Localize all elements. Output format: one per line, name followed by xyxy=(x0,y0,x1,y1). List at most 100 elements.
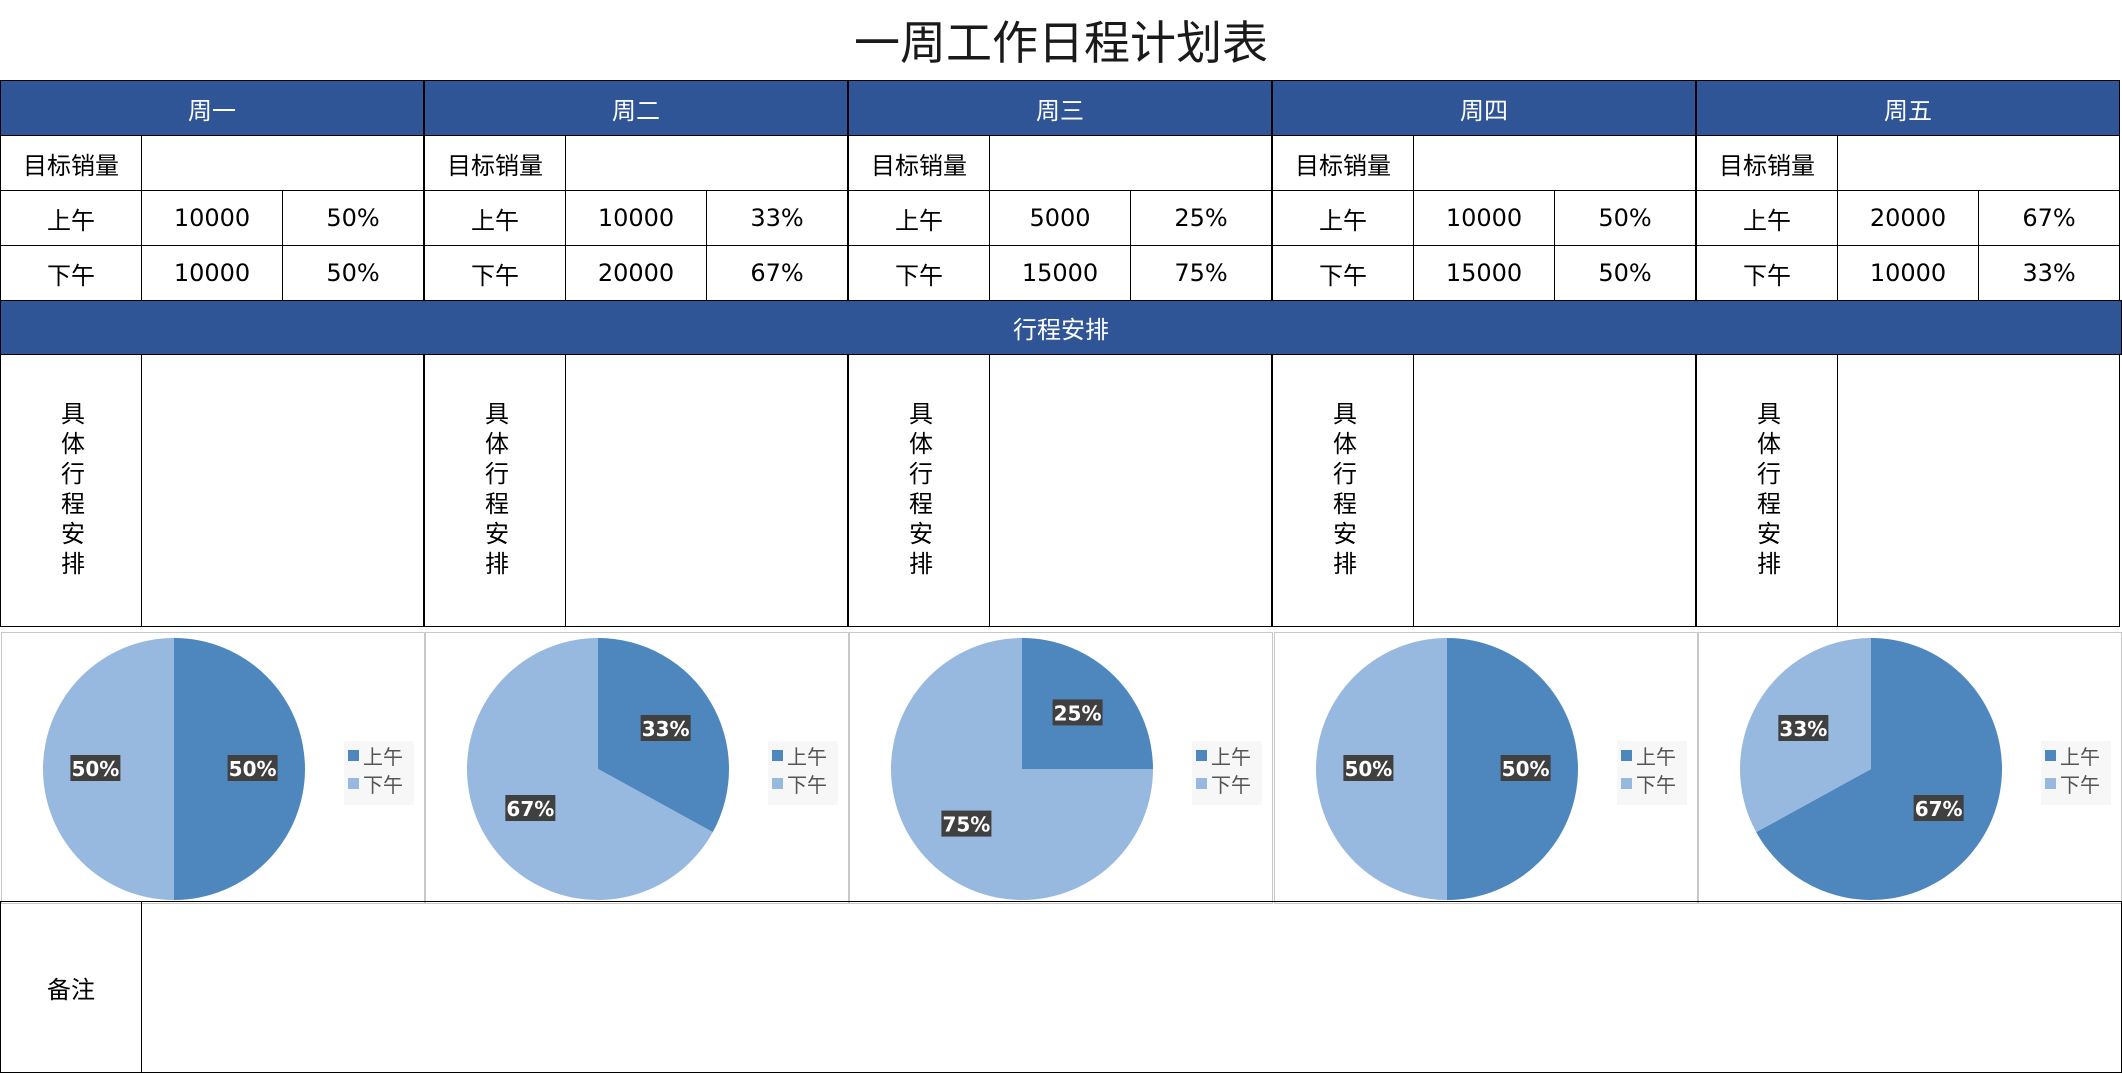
legend-item: 上午 xyxy=(768,741,838,769)
am-label: 上午 xyxy=(1272,190,1414,246)
data-label-bg xyxy=(505,795,556,822)
pm-value[interactable]: 10000 xyxy=(141,245,283,301)
legend-swatch xyxy=(2045,777,2056,789)
day-header: 周三 xyxy=(848,80,1272,136)
data-label: 50% xyxy=(1344,757,1392,781)
target-label: 目标销量 xyxy=(1696,135,1838,191)
schedule-label: 具体行程安排 xyxy=(0,354,142,627)
data-label-bg xyxy=(70,755,121,781)
legend-swatch xyxy=(1621,777,1632,789)
legend-label: 上午 xyxy=(787,744,827,769)
schedule-label-text: 具体行程安排 xyxy=(480,400,509,581)
pm-label: 下午 xyxy=(848,245,990,301)
schedule-field[interactable] xyxy=(1837,354,2120,627)
day-header: 周一 xyxy=(0,80,424,136)
pie-chart: 67% 33% 上午下午 xyxy=(1698,632,2122,904)
legend-swatch xyxy=(2045,749,2056,761)
am-label: 上午 xyxy=(848,190,990,246)
pie-chart: 50% 50% 上午下午 xyxy=(1274,632,1698,904)
am-percent: 67% xyxy=(1978,190,2120,246)
target-value-field[interactable] xyxy=(141,135,424,191)
legend-label: 上午 xyxy=(1211,744,1251,769)
schedule-label-text: 具体行程安排 xyxy=(1752,400,1781,581)
pm-value[interactable]: 15000 xyxy=(1413,245,1555,301)
schedule-label-text: 具体行程安排 xyxy=(904,400,933,581)
data-label-bg xyxy=(941,810,992,837)
legend-label: 下午 xyxy=(363,772,403,797)
notes-field[interactable] xyxy=(141,901,2122,1073)
schedule-field[interactable] xyxy=(565,354,848,627)
legend-swatch xyxy=(1621,749,1632,761)
pie-svg: 50% 50% xyxy=(1316,638,1578,900)
am-value[interactable]: 20000 xyxy=(1837,190,1979,246)
am-label: 上午 xyxy=(1696,190,1838,246)
legend-swatch xyxy=(1196,749,1207,761)
data-label-bg xyxy=(1778,714,1829,741)
pm-percent: 67% xyxy=(706,245,848,301)
legend-item: 下午 xyxy=(1192,769,1262,797)
data-label: 33% xyxy=(642,717,690,741)
legend-label: 上午 xyxy=(2060,744,2100,769)
legend-item: 上午 xyxy=(1617,741,1687,769)
legend-item: 下午 xyxy=(2041,769,2111,797)
legend-swatch xyxy=(772,749,783,761)
notes-label: 备注 xyxy=(0,901,142,1073)
day-header: 周四 xyxy=(1272,80,1696,136)
pie-svg: 33% 67% xyxy=(467,638,729,900)
target-value-field[interactable] xyxy=(1413,135,1696,191)
am-value[interactable]: 10000 xyxy=(1413,190,1555,246)
data-label: 50% xyxy=(1502,757,1550,781)
am-value[interactable]: 5000 xyxy=(989,190,1131,246)
pie-slice-pm xyxy=(467,638,713,900)
day-header: 周五 xyxy=(1696,80,2120,136)
target-label: 目标销量 xyxy=(1272,135,1414,191)
day-block: 周一 目标销量 上午 10000 50% 下午 10000 50% 具体行程安排 xyxy=(0,80,424,627)
page-title: 一周工作日程计划表 xyxy=(854,16,1268,70)
legend-item: 下午 xyxy=(344,769,414,797)
am-value[interactable]: 10000 xyxy=(141,190,283,246)
legend-label: 上午 xyxy=(1636,744,1676,769)
data-label-bg xyxy=(1343,755,1394,781)
day-block: 周二 目标销量 上午 10000 33% 下午 20000 67% 具体行程安排 xyxy=(424,80,848,627)
target-value-field[interactable] xyxy=(565,135,848,191)
pm-value[interactable]: 10000 xyxy=(1837,245,1979,301)
schedule-field[interactable] xyxy=(141,354,424,627)
am-value[interactable]: 10000 xyxy=(565,190,707,246)
schedule-label: 具体行程安排 xyxy=(848,354,990,627)
pie-svg: 50% 50% xyxy=(43,638,305,900)
pm-label: 下午 xyxy=(424,245,566,301)
data-label: 33% xyxy=(1779,717,1827,741)
legend-label: 下午 xyxy=(1211,772,1251,797)
pm-label: 下午 xyxy=(1696,245,1838,301)
schedule-field[interactable] xyxy=(1413,354,1696,627)
legend-item: 上午 xyxy=(2041,741,2111,769)
day-header: 周二 xyxy=(424,80,848,136)
target-label: 目标销量 xyxy=(848,135,990,191)
pm-percent: 75% xyxy=(1130,245,1272,301)
am-percent: 25% xyxy=(1130,190,1272,246)
schedule-label: 具体行程安排 xyxy=(424,354,566,627)
legend-item: 下午 xyxy=(1617,769,1687,797)
schedule-field[interactable] xyxy=(989,354,1272,627)
am-percent: 33% xyxy=(706,190,848,246)
data-label: 67% xyxy=(506,797,554,821)
legend-swatch xyxy=(348,777,359,789)
legend-swatch xyxy=(348,749,359,761)
am-percent: 50% xyxy=(282,190,424,246)
pm-value[interactable]: 15000 xyxy=(989,245,1131,301)
target-value-field[interactable] xyxy=(989,135,1272,191)
data-label: 67% xyxy=(1915,797,1963,821)
pm-value[interactable]: 20000 xyxy=(565,245,707,301)
pm-percent: 50% xyxy=(1554,245,1696,301)
pie-svg: 67% 33% xyxy=(1740,638,2002,900)
schedule-label-text: 具体行程安排 xyxy=(56,400,85,581)
legend-label: 下午 xyxy=(1636,772,1676,797)
target-value-field[interactable] xyxy=(1837,135,2120,191)
day-block: 周三 目标销量 上午 5000 25% 下午 15000 75% 具体行程安排 xyxy=(848,80,1272,627)
data-label-bg xyxy=(1500,755,1551,781)
legend-label: 下午 xyxy=(2060,772,2100,797)
data-label: 50% xyxy=(71,757,119,781)
data-label: 50% xyxy=(229,757,277,781)
pie-chart: 25% 75% 上午 下午 xyxy=(849,632,1273,904)
legend-swatch xyxy=(1196,777,1207,789)
